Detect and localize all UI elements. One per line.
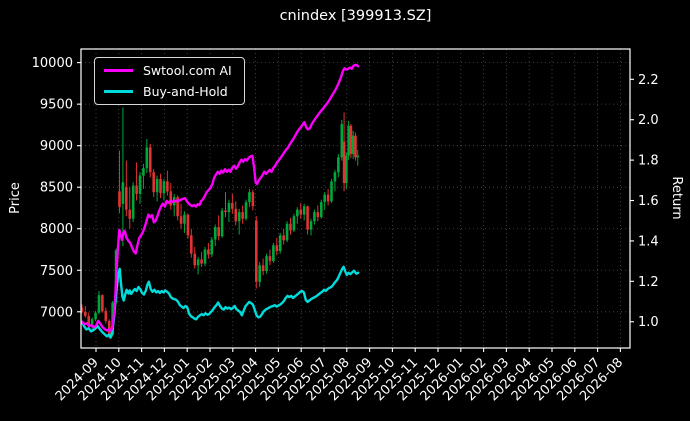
y-tick-label-return: 2.0 (638, 113, 659, 128)
legend-line-swatch (104, 90, 133, 93)
strategy-line (80, 63, 360, 332)
legend-line-swatch (104, 69, 133, 72)
y-tick-label-return: 1.0 (638, 315, 659, 330)
chart-title: cnindex [399913.SZ] (279, 8, 432, 24)
y-tick-label-price: 10000 (32, 56, 73, 71)
y-tick-label-price: 9500 (40, 98, 73, 113)
y-tick-label-return: 1.4 (638, 234, 659, 249)
y-tick-label-price: 9000 (40, 139, 73, 154)
y-tick-label-return: 1.2 (638, 275, 659, 290)
y-tick-label-price: 8500 (40, 181, 73, 196)
legend-item: Swtool.com AI (104, 63, 232, 78)
plot-frame (80, 48, 631, 349)
legend: Swtool.com AI Buy-and-Hold (94, 57, 245, 105)
y-tick-label-price: 8000 (40, 222, 73, 237)
y-axis-label-return: Return (669, 176, 684, 220)
y-tick-label-return: 2.2 (638, 73, 659, 88)
y-tick-label-price: 7500 (40, 264, 73, 279)
legend-label: Buy-and-Hold (143, 84, 228, 99)
buy-and-hold-line (80, 265, 360, 339)
legend-label: Swtool.com AI (143, 63, 232, 78)
legend-item: Buy-and-Hold (104, 84, 232, 99)
y-tick-label-return: 1.8 (638, 154, 659, 169)
y-tick-label-return: 1.6 (638, 194, 659, 209)
y-tick-label-price: 7000 (40, 305, 73, 320)
